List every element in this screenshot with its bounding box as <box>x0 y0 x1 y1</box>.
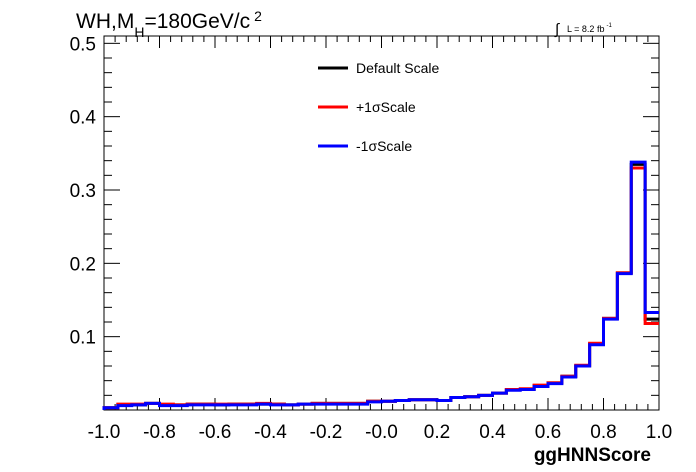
series-layer <box>102 160 659 410</box>
legend-label: +1σScale <box>356 99 416 115</box>
legend-label: -1σScale <box>356 138 412 154</box>
chart-title: WH,MH=180GeV/c 2 <box>76 8 262 40</box>
y-tick-label: 0.3 <box>70 181 96 202</box>
y-tick-label: 0.2 <box>70 254 96 275</box>
plot-frame-border <box>103 35 660 411</box>
plot-frame <box>103 35 660 411</box>
x-tick-label: -1.0 <box>88 422 121 443</box>
x-tick-label: 1.0 <box>646 422 672 443</box>
legend: Default Scale +1σScale -1σScale <box>318 60 439 154</box>
y-axis: 0.1 0.2 0.3 0.4 0.5 <box>70 34 659 396</box>
x-tick-label: 0.8 <box>590 422 616 443</box>
x-axis-title: ggHNNScore <box>534 445 651 466</box>
x-tick-label: -0.2 <box>310 422 343 443</box>
x-tick-label: 0.6 <box>535 422 561 443</box>
x-tick-label: -0.8 <box>143 422 176 443</box>
luminosity-label: L = 8.2 fb -1 <box>567 23 612 34</box>
x-tick-label: 0.2 <box>424 422 450 443</box>
x-tick-label: 0.4 <box>479 422 506 443</box>
y-tick-label: 0.4 <box>70 108 97 129</box>
x-tick-label: -0.6 <box>199 422 232 443</box>
x-tick-label: -0.4 <box>254 422 287 443</box>
x-tick-label: -0.0 <box>365 422 398 443</box>
series-line <box>102 160 659 410</box>
luminosity-integral-sign: ∫ <box>554 21 561 38</box>
y-tick-label: 0.5 <box>70 34 96 55</box>
x-axis: -1.0 -0.8 -0.6 -0.4 -0.2 -0.0 0.2 0.4 0.6 0.8 1.0 <box>88 36 672 443</box>
y-tick-label: 0.1 <box>70 328 96 349</box>
legend-label: Default Scale <box>356 60 439 76</box>
